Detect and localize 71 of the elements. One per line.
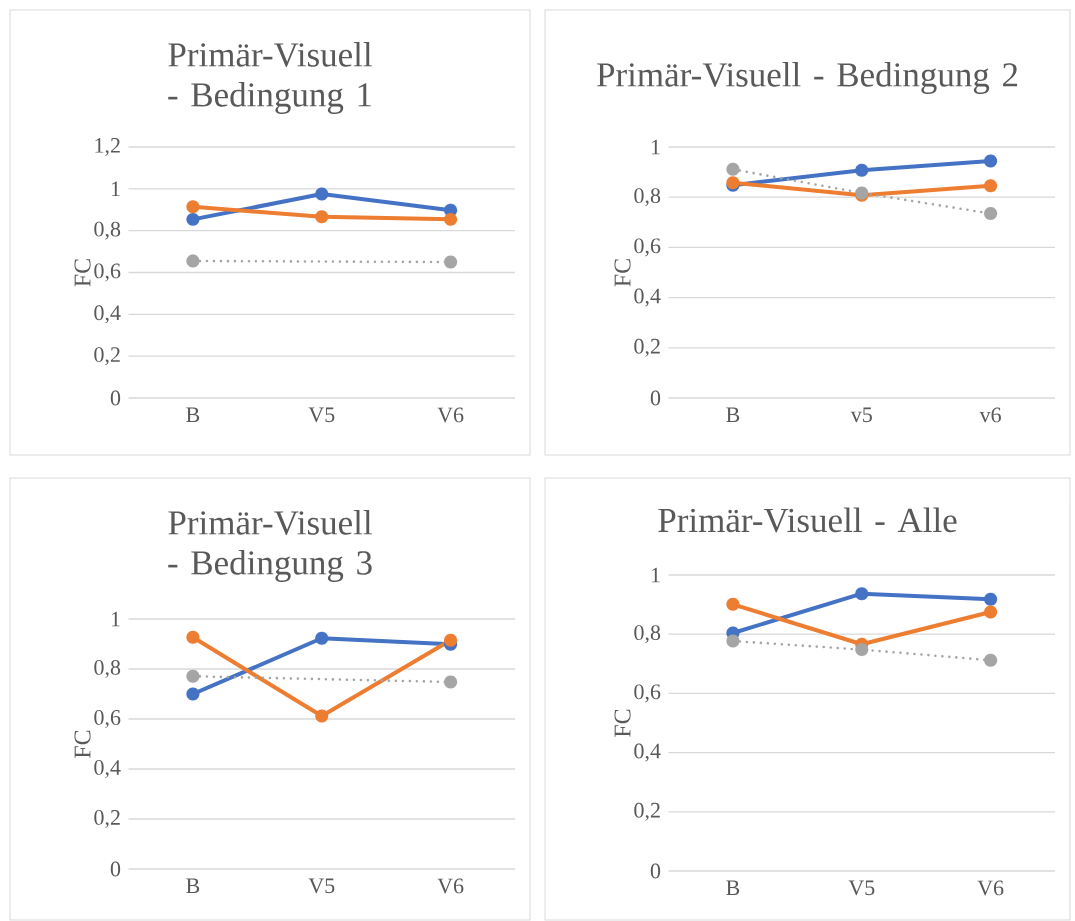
y-axis-title: FC <box>614 259 631 287</box>
point <box>186 687 200 701</box>
y-tick-label: 0,2 <box>634 338 660 357</box>
y-axis-title: FC <box>614 709 631 737</box>
y-tick-label: 0,6 <box>94 263 121 282</box>
point <box>444 675 458 689</box>
x-tick-label: B <box>726 880 740 896</box>
y-tick-label: 1,2 <box>95 138 120 156</box>
chart-title: Primär-Visuell - Alle <box>658 507 957 533</box>
point <box>984 605 998 619</box>
y-axis-title: FC <box>74 730 91 758</box>
point <box>315 210 329 224</box>
x-tick-label: V5 <box>848 880 875 896</box>
y-tick-label: 0,8 <box>94 660 121 679</box>
point <box>984 592 998 606</box>
point <box>726 634 740 648</box>
point <box>186 212 200 226</box>
point <box>855 643 869 657</box>
point <box>855 163 869 177</box>
point <box>315 709 329 723</box>
y-tick-label: 0,4 <box>94 305 121 324</box>
point <box>855 587 869 601</box>
point <box>186 630 200 644</box>
point <box>984 653 998 667</box>
y-tick-label: 0 <box>110 861 121 877</box>
x-tick-label: B <box>186 878 200 894</box>
point <box>186 669 200 683</box>
y-axis-title: FC <box>74 259 91 287</box>
y-tick-label: 0,8 <box>634 625 661 644</box>
point <box>315 187 329 201</box>
x-tick-label: V5 <box>308 878 335 894</box>
x-tick-label: V5 <box>308 407 335 423</box>
y-tick-label: 0 <box>650 863 661 879</box>
x-tick-label: v6 <box>979 407 1001 423</box>
y-tick-label: 0,8 <box>634 188 661 207</box>
point <box>444 633 458 647</box>
point <box>726 162 740 176</box>
y-tick-label: 1 <box>651 567 660 583</box>
y-tick-label: 0,6 <box>634 238 661 257</box>
x-tick-label: B <box>726 407 740 423</box>
x-tick-label: v5 <box>850 407 872 423</box>
y-tick-label: 1 <box>111 611 120 627</box>
point <box>315 631 329 645</box>
y-tick-label: 0,4 <box>634 288 661 307</box>
y-tick-label: 0 <box>650 390 661 406</box>
chart-title: Primär-Visuell - Bedingung 3 <box>168 510 372 582</box>
point <box>984 206 998 221</box>
point <box>444 212 458 226</box>
y-tick-label: 0 <box>110 390 121 406</box>
point <box>726 597 740 611</box>
chart-title: Primär-Visuell - Bedingung 2 <box>597 62 1018 94</box>
point <box>984 179 998 193</box>
point <box>444 255 458 269</box>
x-tick-label: B <box>186 407 200 423</box>
point <box>186 254 200 268</box>
y-tick-label: 0,4 <box>634 743 661 762</box>
y-tick-label: 0,8 <box>94 221 121 240</box>
point <box>186 200 200 214</box>
y-tick-label: 1 <box>651 139 660 155</box>
x-tick-label: V6 <box>977 880 1004 896</box>
chart-title: Primär-Visuell - Bedingung 1 <box>168 42 372 114</box>
x-tick-label: V6 <box>437 407 464 423</box>
y-tick-label: 0,4 <box>94 760 121 779</box>
y-tick-label: 0,6 <box>634 684 661 703</box>
y-tick-label: 1 <box>111 181 120 197</box>
y-tick-label: 0,6 <box>94 710 121 729</box>
point <box>984 154 998 168</box>
y-tick-label: 0,2 <box>634 802 660 821</box>
y-tick-label: 0,2 <box>94 810 120 829</box>
x-tick-label: V6 <box>437 878 464 894</box>
y-tick-label: 0,2 <box>94 347 120 366</box>
